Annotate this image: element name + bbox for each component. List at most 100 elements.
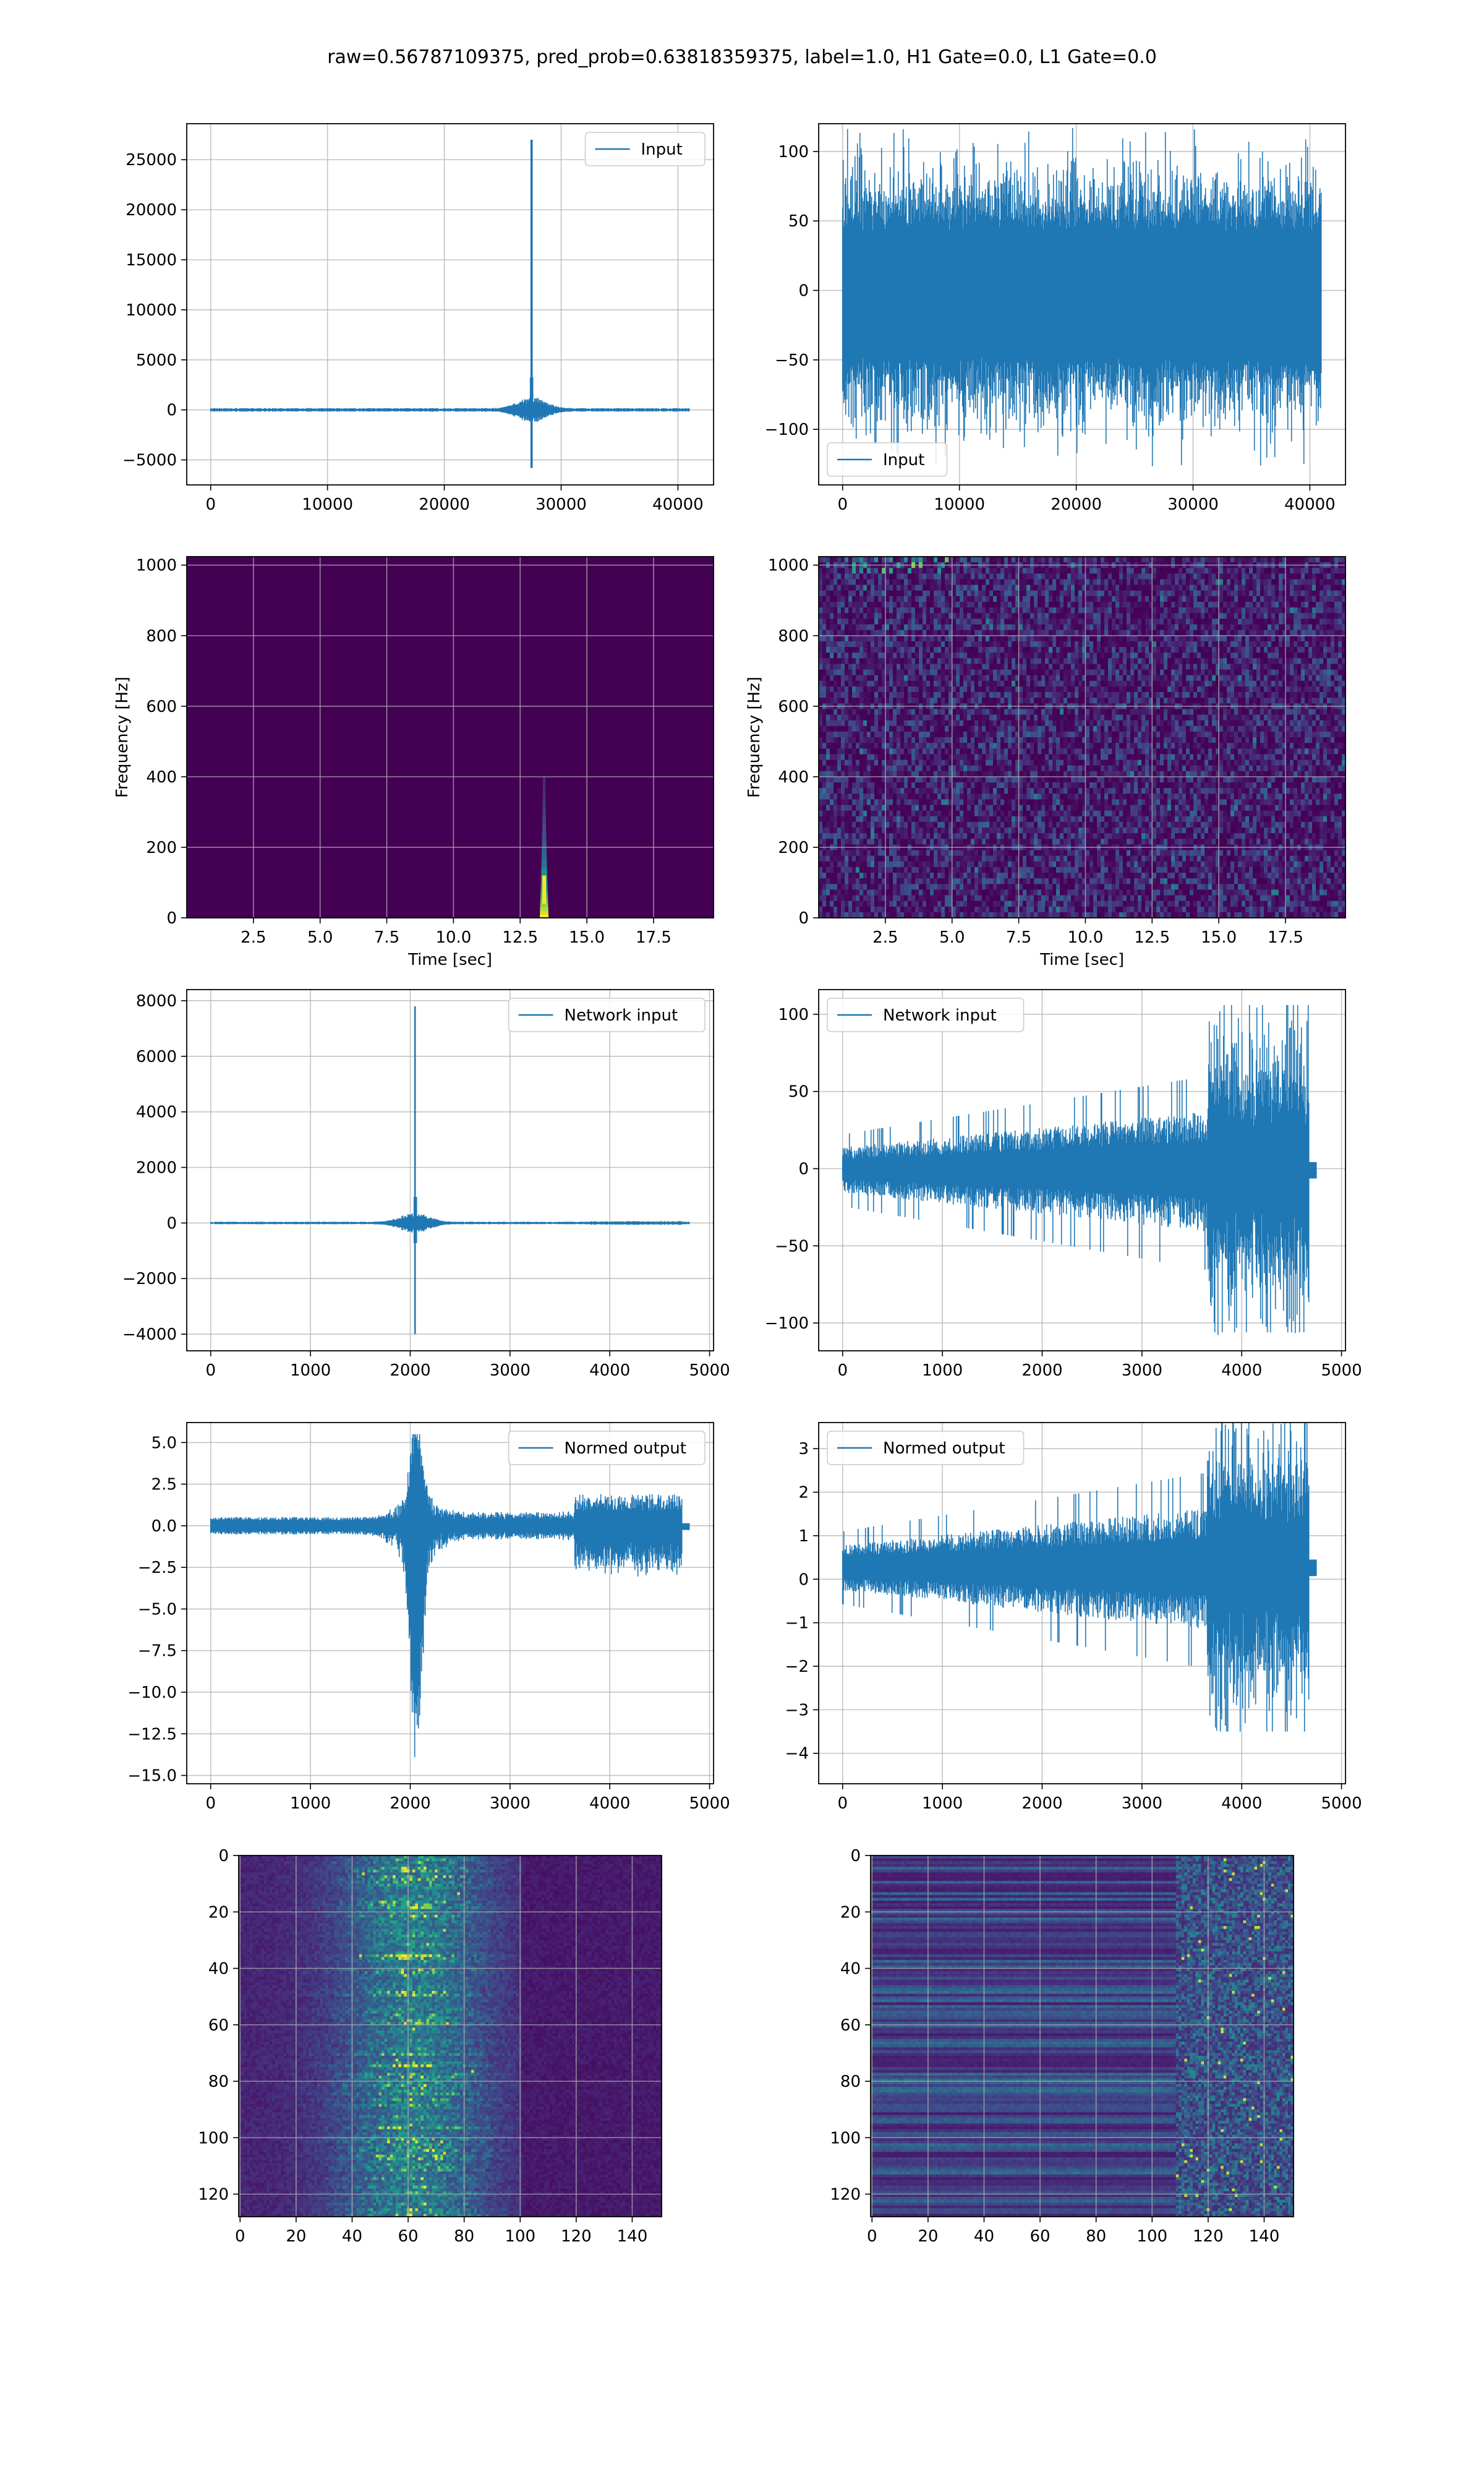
heatmap-cell xyxy=(956,585,960,591)
heatmap-cell xyxy=(923,715,926,721)
heatmap-cell xyxy=(911,867,915,873)
heatmap-cell xyxy=(941,839,945,845)
heatmap-cell xyxy=(926,799,930,805)
heatmap-cell xyxy=(819,748,822,755)
heatmap-cell xyxy=(919,884,923,890)
heatmap-cell xyxy=(852,811,856,817)
heatmap-cell xyxy=(841,636,845,642)
heatmap-cell xyxy=(867,585,871,591)
heatmap-cell xyxy=(863,737,867,743)
heatmap-cell xyxy=(878,636,882,642)
heatmap-cell xyxy=(945,907,949,913)
heatmap-cell xyxy=(934,675,937,682)
heatmap-cell xyxy=(919,709,923,715)
heatmap-cell xyxy=(878,811,882,817)
heatmap-cell xyxy=(893,653,897,659)
heatmap-cell xyxy=(897,912,900,918)
heatmap-cell xyxy=(952,811,956,817)
heatmap-cell xyxy=(834,625,837,631)
heatmap-cell xyxy=(934,681,937,687)
y-tick-label: −100 xyxy=(765,421,809,439)
heatmap-cell xyxy=(826,675,830,682)
heatmap-cell xyxy=(856,850,859,857)
heatmap-cell xyxy=(841,726,845,732)
heatmap-cell xyxy=(874,782,878,789)
heatmap-cell xyxy=(930,884,934,890)
heatmap-cell xyxy=(848,557,852,563)
heatmap-cell xyxy=(963,839,967,845)
heatmap-cell xyxy=(934,856,937,862)
heatmap-cell xyxy=(830,850,834,857)
heatmap-cell xyxy=(900,618,904,625)
heatmap-cell xyxy=(897,618,900,625)
heatmap-cell xyxy=(930,777,934,783)
heatmap-cell xyxy=(837,670,841,676)
heatmap-cell xyxy=(878,692,882,698)
heatmap-cell xyxy=(863,811,867,817)
heatmap-cell xyxy=(863,675,867,682)
heatmap-cell xyxy=(900,788,904,794)
heatmap-cell xyxy=(889,777,893,783)
heatmap-cell xyxy=(822,799,826,805)
heatmap-cell xyxy=(834,912,837,918)
heatmap-cell xyxy=(822,828,826,834)
heatmap-cell xyxy=(889,613,893,619)
heatmap-cell xyxy=(878,602,882,608)
heatmap-cell xyxy=(967,748,971,755)
heatmap-cell xyxy=(934,878,937,884)
heatmap-cell xyxy=(967,636,971,642)
heatmap-cell xyxy=(826,760,830,766)
heatmap-cell xyxy=(874,726,878,732)
heatmap-cell xyxy=(904,799,908,805)
heatmap-cell xyxy=(934,568,937,574)
heatmap-cell xyxy=(889,568,893,574)
heatmap-cell xyxy=(885,901,889,907)
heatmap-cell xyxy=(845,647,848,653)
heatmap-cell xyxy=(878,641,882,648)
heatmap-cell xyxy=(885,777,889,783)
heatmap-cell xyxy=(897,607,900,614)
heatmap-cell xyxy=(822,698,826,704)
heatmap-cell xyxy=(897,777,900,783)
heatmap-cell xyxy=(837,698,841,704)
heatmap-cell xyxy=(960,912,963,918)
heatmap-cell xyxy=(826,607,830,614)
heatmap-cell xyxy=(878,573,882,580)
heatmap-cell xyxy=(841,602,845,608)
heatmap-cell xyxy=(889,664,893,670)
x-tick-label: 5.0 xyxy=(307,928,333,947)
heatmap-cell xyxy=(859,782,863,789)
heatmap-cell xyxy=(904,878,908,884)
heatmap-cell xyxy=(852,658,856,664)
heatmap-cell xyxy=(967,664,971,670)
heatmap-cell xyxy=(923,602,926,608)
heatmap-cell xyxy=(956,850,960,857)
heatmap-cell xyxy=(926,805,930,811)
y-tick-label: 1000 xyxy=(136,557,177,575)
heatmap-cell xyxy=(848,771,852,777)
heatmap-cell xyxy=(830,618,834,625)
heatmap-cell xyxy=(926,873,930,879)
heatmap-cell xyxy=(915,602,919,608)
heatmap-cell xyxy=(819,698,822,704)
heatmap-cell xyxy=(952,585,956,591)
heatmap-cell xyxy=(934,692,937,698)
heatmap-cell xyxy=(926,850,930,857)
heatmap-cell xyxy=(822,687,826,693)
heatmap-cell xyxy=(878,647,882,653)
heatmap-cell xyxy=(834,748,837,755)
heatmap-cell xyxy=(826,878,830,884)
heatmap-cell xyxy=(893,873,897,879)
heatmap-cell xyxy=(967,771,971,777)
heatmap-cell xyxy=(893,596,897,602)
heatmap-cell xyxy=(885,788,889,794)
heatmap-cell xyxy=(867,782,871,789)
heatmap-cell xyxy=(848,896,852,902)
heatmap-cell xyxy=(945,591,949,597)
heatmap-cell xyxy=(830,580,834,586)
heatmap-cell xyxy=(923,580,926,586)
heatmap-cell xyxy=(967,766,971,772)
heatmap-cell xyxy=(878,760,882,766)
heatmap-cell xyxy=(963,833,967,839)
heatmap-cell xyxy=(826,901,830,907)
